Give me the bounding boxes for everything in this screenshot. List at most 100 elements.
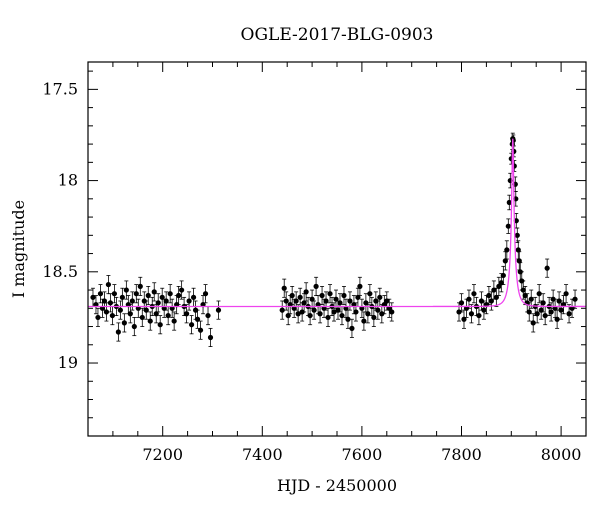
data-point [123, 287, 129, 293]
data-point [194, 316, 201, 322]
x-axis-label: HJD - 2450000 [277, 476, 397, 495]
data-point [515, 247, 521, 253]
data-point [496, 283, 502, 289]
data-point [331, 309, 337, 315]
data-point [188, 322, 195, 328]
data-point [129, 298, 135, 304]
data-point [357, 283, 363, 289]
data-point [375, 307, 381, 313]
data-point [520, 287, 526, 293]
data-point [506, 199, 512, 206]
data-point [137, 283, 143, 289]
data-point [281, 285, 287, 291]
data-point [566, 311, 572, 317]
data-point [347, 298, 353, 304]
data-point [103, 309, 110, 315]
data-point [498, 280, 504, 286]
data-point [97, 291, 104, 297]
data-point [500, 272, 506, 279]
data-point [143, 307, 149, 313]
data-point [109, 312, 116, 319]
data-point [384, 298, 390, 304]
data-point [554, 316, 560, 322]
data-point [341, 292, 347, 299]
x-tick-labels: 7200 7400 7600 7800 8000 [142, 445, 581, 464]
x-tick-label: 8000 [541, 445, 582, 464]
plot-frame [87, 61, 587, 437]
data-point [115, 329, 121, 335]
data-point [151, 289, 157, 295]
data-point [293, 298, 299, 304]
data-point [167, 291, 173, 297]
data-point [345, 316, 351, 322]
data-point [139, 314, 145, 321]
data-point [493, 294, 499, 300]
data-point [186, 298, 192, 304]
data-point [481, 307, 487, 313]
data-point [528, 296, 534, 302]
data-point [572, 296, 578, 302]
data-point [456, 309, 462, 315]
data-point [558, 307, 564, 313]
y-tick-label: 17.5 [42, 79, 78, 98]
data-point [157, 322, 163, 328]
data-point [377, 294, 383, 300]
data-point [319, 292, 325, 299]
data-point [542, 312, 548, 319]
data-point [105, 281, 112, 288]
data-point [295, 311, 301, 317]
data-point [101, 298, 108, 304]
data-point [353, 309, 359, 315]
data-point [215, 307, 222, 313]
data-point [365, 311, 371, 317]
data-point [317, 311, 323, 317]
data-point [488, 298, 494, 304]
y-tick-labels: 17.5 18 18.5 19 [42, 79, 78, 372]
y-tick-label: 19 [58, 353, 78, 372]
data-point [516, 258, 522, 264]
data-point [478, 298, 485, 304]
data-point [504, 247, 510, 253]
data-point [563, 291, 569, 297]
data-point [205, 312, 211, 319]
data-point [301, 300, 307, 306]
data-point [361, 318, 367, 324]
data-point [313, 283, 319, 289]
data-point [184, 311, 190, 317]
data-point [339, 312, 345, 319]
data-point [514, 232, 520, 238]
data-point [111, 291, 117, 297]
y-tick-label: 18.5 [42, 262, 78, 281]
data-point [471, 291, 477, 297]
data-point [363, 300, 369, 306]
axis-ticks [87, 62, 587, 437]
data-point [536, 291, 542, 297]
data-point [163, 298, 169, 304]
data-point [131, 323, 137, 330]
model-curve [88, 138, 586, 308]
data-point [133, 291, 139, 297]
data-point [145, 292, 151, 299]
data-point [486, 292, 492, 299]
data-point [283, 298, 289, 304]
data-point [207, 334, 214, 341]
data-point [285, 312, 291, 319]
data-point [491, 287, 497, 293]
x-tick-label: 7400 [242, 445, 283, 464]
data-point [325, 314, 331, 321]
data-point [522, 292, 528, 299]
data-point [540, 300, 546, 306]
data-point [461, 316, 467, 322]
data-point [309, 296, 315, 302]
data-point [90, 294, 96, 300]
data-point [307, 312, 313, 319]
x-tick-label: 7600 [342, 445, 383, 464]
data-point [176, 292, 182, 299]
data-point [526, 309, 532, 315]
data-point [371, 314, 377, 321]
data-point [349, 325, 355, 331]
data-point [337, 300, 343, 306]
data-point [279, 307, 285, 313]
data-point [117, 307, 123, 313]
data-point [468, 311, 475, 317]
